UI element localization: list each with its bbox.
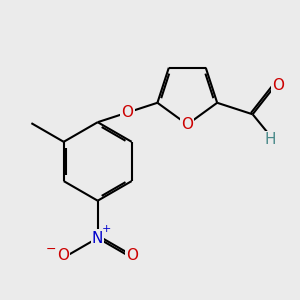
Text: O: O [57, 248, 69, 263]
Text: +: + [102, 224, 111, 234]
Text: O: O [181, 117, 193, 132]
Text: −: − [46, 243, 56, 256]
Text: H: H [265, 132, 276, 147]
Text: N: N [92, 230, 103, 245]
Text: O: O [122, 105, 134, 120]
Text: O: O [272, 78, 284, 93]
Text: O: O [126, 248, 138, 263]
